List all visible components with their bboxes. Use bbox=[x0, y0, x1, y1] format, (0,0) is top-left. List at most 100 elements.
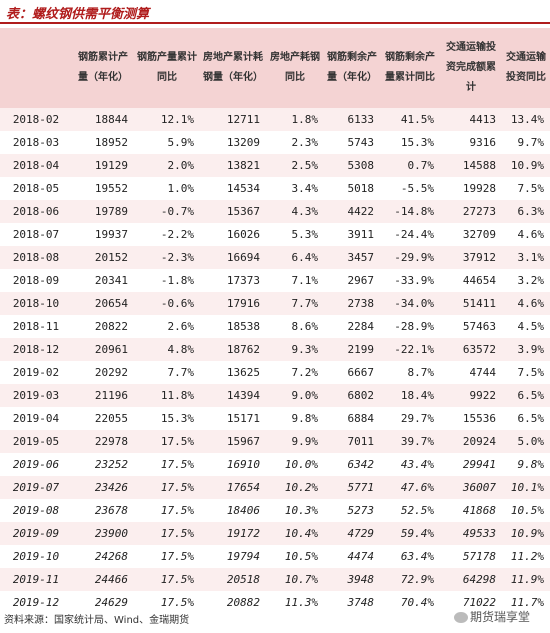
cell-c1: 24466 bbox=[72, 568, 134, 591]
cell-c2: 2.0% bbox=[134, 154, 200, 177]
cell-c7: 9316 bbox=[440, 131, 502, 154]
cell-date: 2018-03 bbox=[0, 131, 72, 154]
cell-date: 2018-07 bbox=[0, 223, 72, 246]
cell-c1: 23252 bbox=[72, 453, 134, 476]
cell-c5: 2738 bbox=[324, 292, 380, 315]
cell-date: 2018-04 bbox=[0, 154, 72, 177]
cell-c5: 6342 bbox=[324, 453, 380, 476]
table-row: 2018-02 18844 12.1% 12711 1.8% 6133 41.5% 4413 1… bbox=[0, 108, 550, 131]
cell-c6: -33.9% bbox=[380, 269, 440, 292]
cell-c5: 6667 bbox=[324, 361, 380, 384]
table-row: 2019-05 22978 17.5% 15967 9.9% 7011 39.7% 20924… bbox=[0, 430, 550, 453]
cell-c4: 11.3% bbox=[266, 591, 324, 614]
cell-c7: 20924 bbox=[440, 430, 502, 453]
cell-c1: 19937 bbox=[72, 223, 134, 246]
cell-c3: 17916 bbox=[200, 292, 266, 315]
cell-c6: -29.9% bbox=[380, 246, 440, 269]
cell-c2: 2.6% bbox=[134, 315, 200, 338]
cell-c7: 36007 bbox=[440, 476, 502, 499]
table-row: 2018-09 20341 -1.8% 17373 7.1% 2967 -33.9% 4465… bbox=[0, 269, 550, 292]
column-header-0 bbox=[0, 28, 72, 108]
cell-date: 2018-05 bbox=[0, 177, 72, 200]
cell-c4: 7.7% bbox=[266, 292, 324, 315]
cell-c2: 17.5% bbox=[134, 522, 200, 545]
cell-c7: 32709 bbox=[440, 223, 502, 246]
cell-c8: 9.8% bbox=[502, 453, 550, 476]
cell-c8: 6.3% bbox=[502, 200, 550, 223]
cell-c2: 12.1% bbox=[134, 108, 200, 131]
cell-c8: 3.1% bbox=[502, 246, 550, 269]
cell-c5: 3948 bbox=[324, 568, 380, 591]
cell-c6: 8.7% bbox=[380, 361, 440, 384]
cell-c8: 3.2% bbox=[502, 269, 550, 292]
cell-c8: 3.9% bbox=[502, 338, 550, 361]
table-row: 2018-07 19937 -2.2% 16026 5.3% 3911 -24.4% 3270… bbox=[0, 223, 550, 246]
table-row: 2019-11 24466 17.5% 20518 10.7% 3948 72.9% 6429… bbox=[0, 568, 550, 591]
cell-date: 2019-06 bbox=[0, 453, 72, 476]
title-bar: 表：螺纹钢供需平衡测算 bbox=[0, 0, 550, 24]
cell-date: 2018-09 bbox=[0, 269, 72, 292]
cell-c1: 20341 bbox=[72, 269, 134, 292]
cell-date: 2018-11 bbox=[0, 315, 72, 338]
column-header-2: 钢筋产量累计同比 bbox=[134, 28, 200, 108]
cell-c7: 49533 bbox=[440, 522, 502, 545]
cell-c4: 9.3% bbox=[266, 338, 324, 361]
cell-c2: 15.3% bbox=[134, 407, 200, 430]
table-header: 钢筋累计产量（年化） 钢筋产量累计同比 房地产累计耗钢量（年化） 房地产耗钢同比 钢筋剩… bbox=[0, 28, 550, 108]
cell-c7: 14588 bbox=[440, 154, 502, 177]
cell-c3: 12711 bbox=[200, 108, 266, 131]
cell-c7: 71022 bbox=[440, 591, 502, 614]
cell-c7: 4744 bbox=[440, 361, 502, 384]
table-title: 表：螺纹钢供需平衡测算 bbox=[6, 7, 150, 22]
supply-demand-table: 钢筋累计产量（年化） 钢筋产量累计同比 房地产累计耗钢量（年化） 房地产耗钢同比 钢筋剩… bbox=[0, 28, 550, 614]
cell-c4: 10.0% bbox=[266, 453, 324, 476]
watermark: 期货瑞享堂 bbox=[454, 608, 530, 625]
cell-c2: -0.7% bbox=[134, 200, 200, 223]
cell-c8: 7.5% bbox=[502, 361, 550, 384]
cell-c4: 10.7% bbox=[266, 568, 324, 591]
cell-c8: 11.2% bbox=[502, 545, 550, 568]
cell-c4: 2.3% bbox=[266, 131, 324, 154]
cell-c8: 10.9% bbox=[502, 522, 550, 545]
table-row: 2019-12 24629 17.5% 20882 11.3% 3748 70.4% 7102… bbox=[0, 591, 550, 614]
cell-date: 2019-07 bbox=[0, 476, 72, 499]
cell-date: 2019-09 bbox=[0, 522, 72, 545]
cell-c5: 6802 bbox=[324, 384, 380, 407]
cell-c6: 41.5% bbox=[380, 108, 440, 131]
cell-c6: 29.7% bbox=[380, 407, 440, 430]
table-row: 2018-03 18952 5.9% 13209 2.3% 5743 15.3% 9316 9.… bbox=[0, 131, 550, 154]
cell-c4: 10.3% bbox=[266, 499, 324, 522]
table-row: 2018-12 20961 4.8% 18762 9.3% 2199 -22.1% 63572… bbox=[0, 338, 550, 361]
cell-c3: 13625 bbox=[200, 361, 266, 384]
table-row: 2018-08 20152 -2.3% 16694 6.4% 3457 -29.9% 3791… bbox=[0, 246, 550, 269]
cell-date: 2019-05 bbox=[0, 430, 72, 453]
cell-c7: 57178 bbox=[440, 545, 502, 568]
column-header-7: 交通运输投资完成额累计 bbox=[440, 28, 502, 108]
cell-c1: 18952 bbox=[72, 131, 134, 154]
cell-date: 2018-02 bbox=[0, 108, 72, 131]
cell-c4: 7.2% bbox=[266, 361, 324, 384]
cell-c2: 17.5% bbox=[134, 453, 200, 476]
watermark-text: 期货瑞享堂 bbox=[470, 610, 531, 624]
cell-c7: 27273 bbox=[440, 200, 502, 223]
cell-c5: 5273 bbox=[324, 499, 380, 522]
cell-c3: 18762 bbox=[200, 338, 266, 361]
column-header-8: 交通运输投资同比 bbox=[502, 28, 550, 108]
cell-c3: 14394 bbox=[200, 384, 266, 407]
cell-c6: 18.4% bbox=[380, 384, 440, 407]
cell-c5: 7011 bbox=[324, 430, 380, 453]
cell-c3: 13821 bbox=[200, 154, 266, 177]
cell-c5: 3457 bbox=[324, 246, 380, 269]
cell-c8: 11.9% bbox=[502, 568, 550, 591]
cell-c3: 15967 bbox=[200, 430, 266, 453]
cell-c8: 4.6% bbox=[502, 292, 550, 315]
cell-c4: 4.3% bbox=[266, 200, 324, 223]
cell-c7: 51411 bbox=[440, 292, 502, 315]
cell-c7: 37912 bbox=[440, 246, 502, 269]
cell-c4: 8.6% bbox=[266, 315, 324, 338]
cell-c8: 13.4% bbox=[502, 108, 550, 131]
cell-c5: 5771 bbox=[324, 476, 380, 499]
cell-c1: 19129 bbox=[72, 154, 134, 177]
cell-date: 2019-08 bbox=[0, 499, 72, 522]
cell-c2: 17.5% bbox=[134, 499, 200, 522]
